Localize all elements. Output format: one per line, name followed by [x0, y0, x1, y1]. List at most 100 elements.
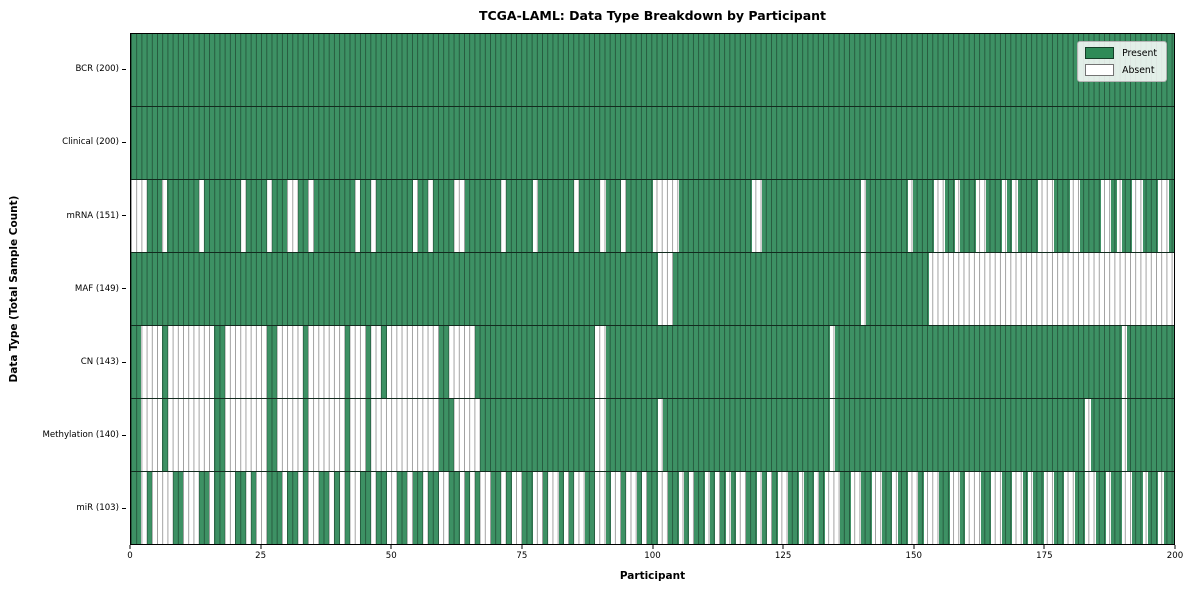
absent-segment [297, 472, 304, 544]
absent-segment [657, 472, 669, 544]
x-axis-label: Participant [619, 570, 686, 582]
absent-segment [1158, 472, 1164, 544]
absent-segment [350, 326, 366, 398]
absent-segment [934, 180, 945, 252]
absent-segment [459, 472, 465, 544]
heatmap-row [131, 325, 1174, 398]
x-tick-label: 50 [385, 551, 397, 561]
y-tick-mark [122, 215, 126, 217]
absent-segment [1158, 180, 1169, 252]
absent-segment [1106, 472, 1112, 544]
absent-segment [1064, 472, 1075, 544]
x-tick-label: 75 [516, 551, 528, 561]
x-tick-mark [260, 545, 262, 549]
y-tick-mark [122, 361, 126, 363]
absent-segment [1132, 180, 1143, 252]
absent-segment [370, 326, 382, 398]
absent-segment [1116, 180, 1122, 252]
absent-segment [850, 472, 862, 544]
absent-segment [240, 180, 246, 252]
y-tick-label: miR (103) [76, 503, 119, 514]
absent-segment [704, 472, 710, 544]
y-tick-label: MAF (149) [74, 283, 119, 294]
absent-segment [767, 472, 773, 544]
absent-segment [167, 326, 215, 398]
x-tick-mark [390, 545, 392, 549]
x-tick-label: 0 [127, 551, 133, 561]
absent-segment [308, 180, 314, 252]
absent-segment [991, 472, 1002, 544]
absent-segment [428, 180, 434, 252]
absent-segment [829, 326, 835, 398]
absent-segment [574, 472, 585, 544]
x-tick-mark [913, 545, 915, 549]
y-tick-cell: CN (143) [0, 326, 126, 399]
absent-segment [308, 399, 345, 471]
absent-segment [751, 180, 762, 252]
heatmap-row [131, 398, 1174, 471]
absent-segment [798, 472, 804, 544]
heatmap-row [131, 34, 1174, 106]
absent-segment [1012, 472, 1023, 544]
absent-segment [339, 472, 345, 544]
absent-segment [282, 472, 288, 544]
absent-segment [423, 472, 429, 544]
absent-segment [355, 180, 361, 252]
absent-segment [1121, 399, 1128, 471]
y-tick-cell: mRNA (151) [0, 179, 126, 252]
absent-segment [657, 399, 663, 471]
absent-segment [965, 472, 982, 544]
absent-segment [657, 253, 674, 325]
plot-area: Present Absent [130, 33, 1175, 545]
absent-segment [1121, 326, 1128, 398]
absent-segment [141, 472, 147, 544]
absent-segment [642, 472, 648, 544]
absent-segment [548, 472, 559, 544]
absent-segment [871, 472, 882, 544]
x-tick-mark [1174, 545, 1176, 549]
absent-segment [652, 180, 679, 252]
x-axis: 0 25 50 75 100 125 150 175 200 [127, 545, 1183, 571]
absent-segment [183, 472, 199, 544]
absent-segment [1121, 472, 1133, 544]
x-tick-mark [521, 545, 523, 549]
y-axis-tick-labels: BCR (200) Clinical (200) mRNA (151) MAF (14… [0, 33, 126, 545]
absent-segment [224, 472, 236, 544]
absent-segment [975, 180, 987, 252]
heatmap-rows [131, 34, 1174, 544]
heatmap-row [131, 106, 1174, 179]
absent-segment [1069, 180, 1081, 252]
absent-segment [814, 472, 820, 544]
absent-segment [689, 472, 695, 544]
absent-segment [198, 180, 204, 252]
absent-segment [449, 326, 476, 398]
legend-entry-absent: Absent [1085, 64, 1157, 76]
y-tick-mark [122, 69, 126, 71]
x-tick-label: 175 [1036, 551, 1053, 561]
absent-segment [167, 399, 215, 471]
absent-segment [386, 472, 397, 544]
absent-segment [928, 253, 1174, 325]
y-tick-label: CN (143) [80, 356, 119, 367]
absent-segment [829, 399, 835, 471]
absent-segment [1012, 180, 1018, 252]
absent-segment [370, 180, 377, 252]
absent-segment [824, 472, 841, 544]
absent-segment [908, 472, 919, 544]
chart-title: TCGA-LAML: Data Type Breakdown by Partic… [478, 8, 827, 23]
absent-segment [861, 253, 867, 325]
heatmap-row [131, 179, 1174, 252]
absent-segment [480, 472, 491, 544]
absent-segment [370, 472, 377, 544]
x-tick-mark [782, 545, 784, 549]
legend-present-label: Present [1122, 47, 1157, 59]
absent-segment [563, 472, 570, 544]
absent-segment [678, 472, 684, 544]
absent-segment [595, 472, 606, 544]
absent-segment [454, 180, 465, 252]
absent-segment [412, 180, 418, 252]
y-tick-cell: MAF (149) [0, 252, 126, 325]
absent-segment [532, 180, 538, 252]
absent-segment [266, 180, 272, 252]
legend-entry-present: Present [1085, 47, 1157, 59]
